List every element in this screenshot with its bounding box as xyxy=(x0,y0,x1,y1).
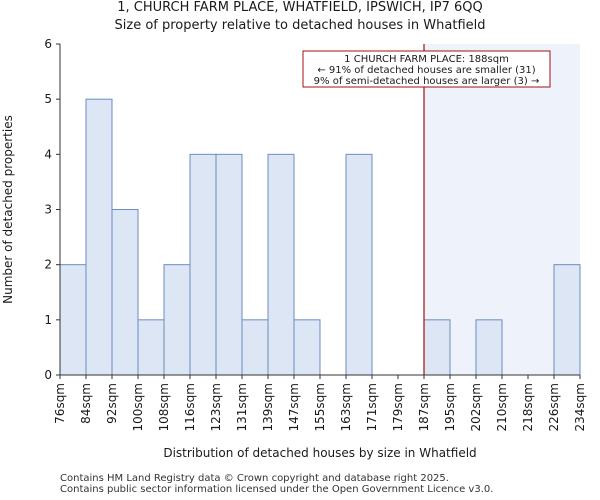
x-tick-label: 179sqm xyxy=(391,383,405,431)
bar-123sqm xyxy=(215,153,243,376)
x-tick-label: 116sqm xyxy=(183,383,197,431)
x-tick-label: 123sqm xyxy=(209,383,223,431)
bar-147sqm xyxy=(293,319,321,376)
bar-100sqm xyxy=(137,319,165,376)
y-tick-label: 3 xyxy=(44,203,52,217)
chart-title: 1, CHURCH FARM PLACE, WHATFIELD, IPSWICH… xyxy=(117,0,483,15)
annotation-box xyxy=(302,50,551,88)
x-tick-label: 195sqm xyxy=(443,383,457,431)
x-tick-label: 163sqm xyxy=(339,383,353,431)
bar-76sqm xyxy=(59,264,87,376)
y-axis-label: Number of detached properties xyxy=(1,115,15,304)
bar-163sqm xyxy=(345,153,373,376)
bar-116sqm xyxy=(189,153,217,376)
bar-202sqm xyxy=(475,319,503,376)
x-tick-label: 92sqm xyxy=(105,383,119,424)
bar-139sqm xyxy=(267,153,295,376)
footer-line-2: Contains public sector information licen… xyxy=(60,484,494,495)
y-tick-label: 2 xyxy=(44,258,52,272)
y-tick-label: 0 xyxy=(44,368,52,382)
x-tick-label: 226sqm xyxy=(547,383,561,431)
x-tick-label: 171sqm xyxy=(365,383,379,431)
x-tick-label: 155sqm xyxy=(313,383,327,431)
x-tick-label: 76sqm xyxy=(53,383,67,424)
bar-84sqm xyxy=(85,98,113,376)
x-tick-label: 210sqm xyxy=(495,383,509,431)
x-tick-label: 100sqm xyxy=(131,383,145,431)
x-tick-label: 108sqm xyxy=(157,383,171,431)
bar-226sqm xyxy=(553,264,581,376)
x-axis-label: Distribution of detached houses by size … xyxy=(163,446,476,460)
y-tick-label: 5 xyxy=(44,92,52,106)
x-tick-label: 139sqm xyxy=(261,383,275,431)
x-tick-label: 84sqm xyxy=(79,383,93,424)
bar-108sqm xyxy=(163,264,191,376)
bar-131sqm xyxy=(241,319,269,376)
x-tick-label: 234sqm xyxy=(573,383,587,431)
y-tick-label: 4 xyxy=(44,147,52,161)
chart-subtitle: Size of property relative to detached ho… xyxy=(114,18,486,33)
y-tick-label: 6 xyxy=(44,37,52,51)
y-tick-label: 1 xyxy=(44,313,52,327)
x-tick-label: 202sqm xyxy=(469,383,483,431)
annotation-line-3: 9% of semi-detached houses are larger (3… xyxy=(314,76,540,87)
x-tick-label: 187sqm xyxy=(417,383,431,431)
bar-187sqm xyxy=(423,319,451,376)
annotation-line-2: ← 91% of detached houses are smaller (31… xyxy=(317,65,535,76)
footer-line-1: Contains HM Land Registry data © Crown c… xyxy=(60,473,449,484)
annotation-line-1: 1 CHURCH FARM PLACE: 188sqm xyxy=(344,54,509,65)
x-tick-label: 131sqm xyxy=(235,383,249,431)
x-tick-label: 218sqm xyxy=(521,383,535,431)
bar-92sqm xyxy=(111,209,139,376)
x-tick-label: 147sqm xyxy=(287,383,301,431)
